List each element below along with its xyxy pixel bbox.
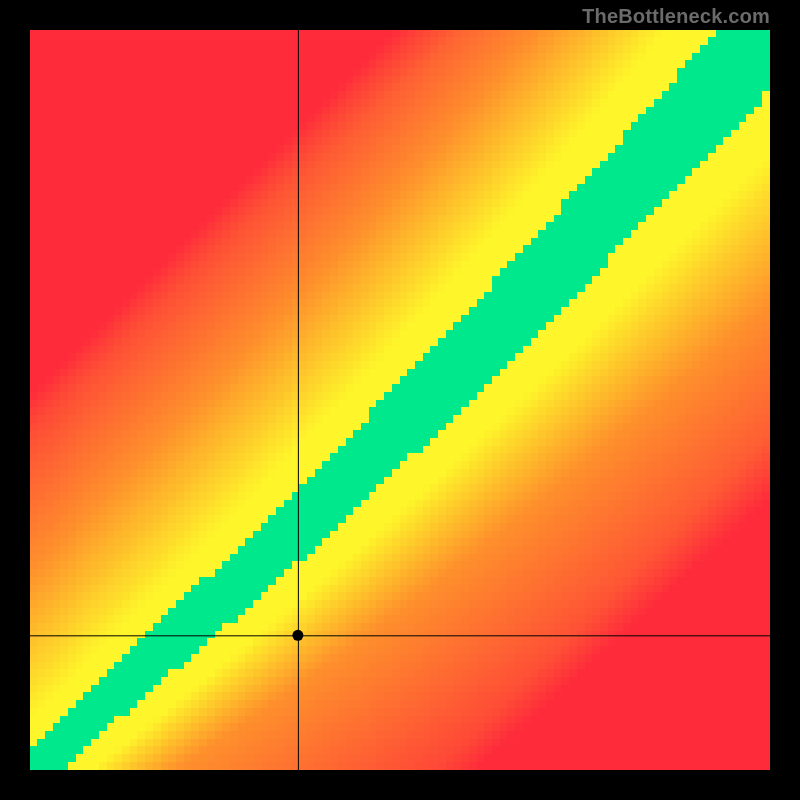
chart-container: TheBottleneck.com (0, 0, 800, 800)
bottleneck-heatmap (30, 30, 770, 770)
attribution-label: TheBottleneck.com (582, 6, 770, 29)
